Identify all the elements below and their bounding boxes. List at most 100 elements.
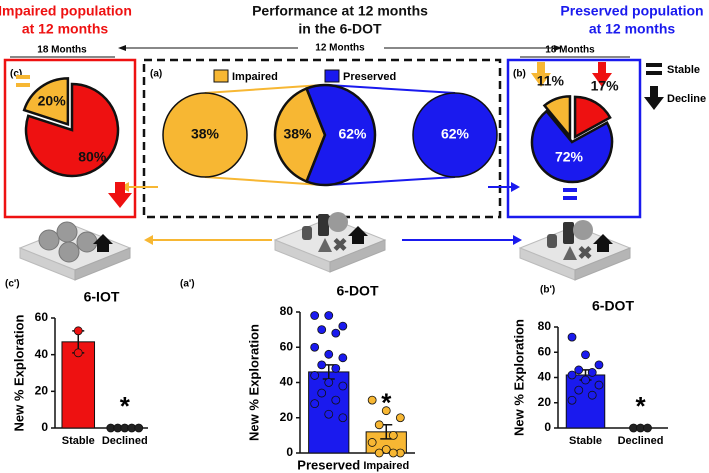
data-point	[331, 328, 341, 338]
x-tick-label: Declined	[618, 435, 664, 447]
arrow-head	[554, 45, 562, 51]
y-tick-label: 20	[280, 410, 294, 424]
panel-b-box	[506, 58, 642, 219]
pie-slice	[24, 82, 120, 178]
y-tick-label: 60	[35, 310, 49, 324]
y-tick-label: 0	[41, 420, 48, 434]
data-point	[324, 409, 334, 419]
data-point	[310, 371, 320, 380]
data-point	[594, 360, 604, 370]
y-tick-label: 20	[538, 395, 552, 409]
decline-icon	[108, 182, 132, 208]
pie-slice	[273, 86, 327, 184]
connector	[327, 84, 456, 94]
y-tick-label: 60	[280, 339, 294, 353]
y-tick-label: 80	[538, 319, 552, 333]
data-point	[374, 448, 384, 458]
stable-icon	[563, 196, 577, 200]
stable-icon	[16, 83, 30, 87]
x-tick-label: Impaired	[363, 460, 409, 472]
object	[573, 220, 593, 240]
data-point	[73, 326, 83, 336]
legend-swatch	[213, 69, 229, 83]
arena-side	[74, 247, 131, 281]
data-point	[317, 325, 327, 335]
legend-label: Preserved	[343, 71, 396, 83]
data-point	[381, 406, 391, 416]
data-point	[324, 378, 334, 387]
data-point	[567, 332, 577, 342]
object	[547, 234, 557, 248]
object: ✖	[577, 243, 592, 263]
object	[302, 226, 312, 240]
data-point	[388, 430, 398, 440]
arrow-head	[144, 235, 153, 245]
legend-label: Impaired	[232, 71, 278, 83]
header-left: at 12 months	[22, 21, 109, 37]
object	[593, 234, 613, 252]
object	[318, 238, 332, 252]
circle-label: 38%	[191, 126, 220, 142]
timeline-label: 18 Months	[37, 45, 87, 56]
data-point	[574, 365, 584, 375]
significance: *	[120, 391, 131, 421]
legend-swatch	[324, 69, 340, 83]
object	[563, 222, 574, 244]
pie-label: 62%	[338, 126, 367, 142]
data-point	[367, 438, 377, 447]
data-point	[643, 423, 652, 433]
object	[348, 226, 368, 244]
object	[563, 246, 577, 260]
x-tick-label: Preserved	[297, 457, 360, 472]
x-tick-label: Stable	[62, 435, 95, 447]
stable-icon	[646, 71, 662, 75]
pie-slice	[573, 95, 612, 139]
panel-label: (c')	[5, 279, 20, 290]
arena-side	[574, 247, 631, 281]
decline-icon	[644, 86, 664, 110]
data-point	[587, 368, 597, 377]
panel-label: (a)	[150, 69, 162, 80]
data-point	[331, 395, 341, 405]
chart-title: 6-IOT	[84, 289, 120, 305]
data-point	[567, 370, 577, 380]
decline-icon	[531, 62, 551, 87]
pie-slice	[542, 95, 572, 140]
x-tick-label: Stable	[569, 435, 602, 447]
data-point	[317, 388, 327, 398]
pie-label: 20%	[38, 93, 67, 109]
data-point	[338, 321, 348, 331]
panel-label: (b)	[513, 69, 526, 80]
data-point	[581, 375, 590, 385]
data-point	[317, 360, 327, 370]
stable-icon	[16, 75, 30, 79]
pie-label: 72%	[555, 148, 584, 164]
object: ✖	[332, 235, 347, 255]
data-point	[567, 395, 577, 405]
object	[38, 229, 60, 251]
y-tick-label: 0	[286, 445, 293, 459]
header-right: Preserved population	[560, 3, 703, 19]
header-center: Performance at 12 months	[252, 3, 428, 19]
data-point	[310, 399, 320, 409]
y-tick-label: 40	[538, 370, 552, 384]
significance: *	[381, 388, 392, 418]
object	[93, 234, 113, 252]
object	[58, 241, 80, 263]
data-point	[310, 311, 320, 320]
connector	[204, 176, 323, 186]
panel-c-box	[3, 58, 137, 219]
pie-slice	[530, 109, 614, 184]
chart-title: 6-DOT	[337, 283, 379, 299]
pie-slice	[304, 83, 377, 187]
data-point	[310, 342, 320, 352]
chart-title: 6-DOT	[592, 298, 634, 314]
circle-label: 62%	[441, 126, 470, 142]
data-point	[324, 311, 334, 320]
arrow-head	[118, 45, 126, 51]
data-point	[395, 413, 405, 423]
data-point	[338, 381, 348, 391]
y-tick-label: 80	[280, 304, 294, 318]
stable-icon	[646, 63, 662, 67]
